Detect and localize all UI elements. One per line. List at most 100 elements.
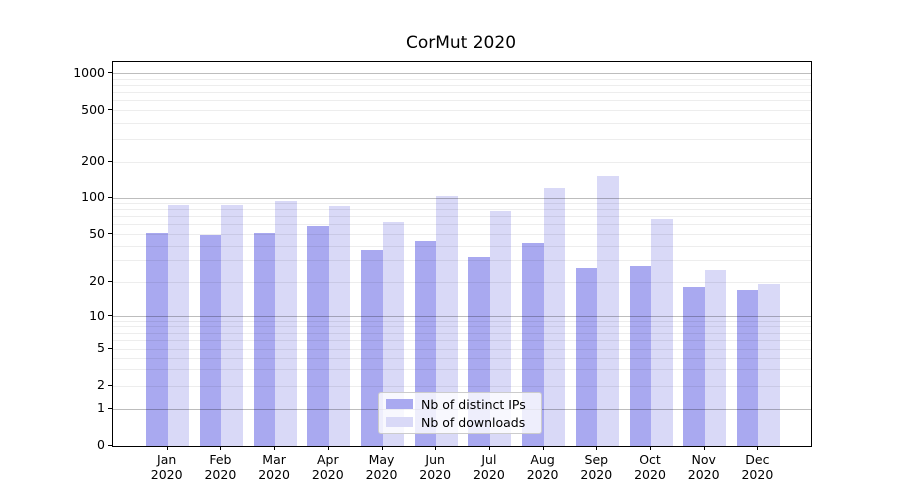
gridline-700 xyxy=(113,92,811,94)
bar-downloads-jun xyxy=(436,196,458,446)
ytick-label-1: 1 xyxy=(97,400,105,415)
gridline-8 xyxy=(113,326,811,328)
xtick-mark-jun xyxy=(435,446,437,450)
gridline-100 xyxy=(113,197,811,199)
gridline-200 xyxy=(113,161,811,163)
bar-distinct-ips-apr xyxy=(307,226,329,446)
gridline-30 xyxy=(113,260,811,262)
ytick-label-5: 5 xyxy=(97,340,105,355)
bar-downloads-aug xyxy=(543,187,566,446)
gridline-9 xyxy=(113,320,811,322)
xtick-label-jun: Jun 2020 xyxy=(419,452,452,482)
bar-distinct-ips-mar xyxy=(253,232,276,446)
gridline-6 xyxy=(113,339,811,341)
gridline-4 xyxy=(113,357,811,359)
gridline-50 xyxy=(113,234,811,235)
ytick-mark-1 xyxy=(108,407,112,409)
ytick-label-0: 0 xyxy=(97,437,105,452)
bar-distinct-ips-oct xyxy=(629,265,651,446)
xtick-mark-apr xyxy=(327,446,329,450)
ytick-label-200: 200 xyxy=(81,153,105,168)
gridline-400 xyxy=(113,122,811,124)
xtick-mark-jul xyxy=(488,446,490,450)
gridline-300 xyxy=(113,138,811,140)
legend-item-downloads: Nb of downloads xyxy=(386,415,534,430)
bar-downloads-oct xyxy=(651,218,673,446)
gridline-500 xyxy=(113,110,811,111)
ytick-mark-1000 xyxy=(108,72,112,73)
xtick-mark-may xyxy=(381,446,383,450)
ytick-label-50: 50 xyxy=(89,225,105,241)
ytick-label-2: 2 xyxy=(97,377,105,392)
bar-downloads-nov xyxy=(704,269,727,446)
gridline-5 xyxy=(113,348,811,350)
legend-item-distinct-ips: Nb of distinct IPs xyxy=(386,397,534,412)
gridline-900 xyxy=(113,78,811,80)
bar-downloads-jul xyxy=(489,210,512,446)
ytick-label-10: 10 xyxy=(89,307,105,323)
ytick-mark-10 xyxy=(108,315,112,316)
ytick-label-500: 500 xyxy=(81,101,105,117)
legend-label-distinct-ips: Nb of distinct IPs xyxy=(421,396,526,412)
gridline-70 xyxy=(113,216,811,218)
ytick-mark-500 xyxy=(108,109,112,110)
xtick-mark-nov xyxy=(703,446,705,450)
chart-title: CorMut 2020 xyxy=(405,33,517,53)
bar-distinct-ips-nov xyxy=(683,286,705,446)
xtick-label-apr: Apr 2020 xyxy=(311,452,344,482)
xtick-label-may: May 2020 xyxy=(365,452,398,482)
ytick-mark-2 xyxy=(108,384,112,386)
bar-downloads-mar xyxy=(275,200,297,446)
bar-downloads-dec xyxy=(758,284,780,446)
bar-downloads-feb xyxy=(221,205,243,446)
xtick-mark-jan xyxy=(166,446,168,450)
xtick-label-oct: Oct 2020 xyxy=(634,452,666,482)
gridline-20 xyxy=(113,281,811,283)
xtick-mark-dec xyxy=(757,446,759,450)
xtick-label-feb: Feb 2020 xyxy=(204,452,237,482)
ytick-label-20: 20 xyxy=(89,273,105,288)
gridline-2 xyxy=(113,385,811,387)
gridline-600 xyxy=(113,100,811,102)
ytick-mark-20 xyxy=(108,280,112,282)
xtick-mark-mar xyxy=(274,446,276,450)
gridline-7 xyxy=(113,332,811,334)
xtick-mark-aug xyxy=(542,446,544,450)
gridline-40 xyxy=(113,245,811,247)
plot-area xyxy=(112,61,812,447)
bar-distinct-ips-feb xyxy=(199,235,222,446)
xtick-label-sep: Sep 2020 xyxy=(580,452,613,482)
gridline-80 xyxy=(113,209,811,211)
bar-downloads-jan xyxy=(167,205,190,446)
gridline-3 xyxy=(113,369,811,371)
bar-downloads-apr xyxy=(328,206,351,446)
xtick-label-aug: Aug 2020 xyxy=(526,452,559,482)
legend-swatch-distinct-ips xyxy=(386,399,413,409)
legend-label-downloads: Nb of downloads xyxy=(421,414,526,430)
xtick-label-jul: Jul 2020 xyxy=(472,452,505,482)
xtick-mark-feb xyxy=(220,446,222,450)
ytick-mark-200 xyxy=(108,160,112,162)
ytick-mark-5 xyxy=(108,347,112,349)
xtick-mark-oct xyxy=(650,446,651,450)
ytick-mark-100 xyxy=(108,196,112,198)
ytick-label-1000: 1000 xyxy=(73,64,105,80)
ytick-mark-50 xyxy=(108,233,112,234)
bar-distinct-ips-jan xyxy=(146,232,168,446)
ytick-label-100: 100 xyxy=(81,189,105,204)
gridline-90 xyxy=(113,203,811,205)
legend-swatch-downloads xyxy=(386,417,413,427)
bar-distinct-ips-dec xyxy=(736,289,759,446)
bar-distinct-ips-sep xyxy=(575,267,598,446)
ytick-mark-0 xyxy=(108,444,112,446)
gridline-1000 xyxy=(113,73,811,74)
bar-downloads-sep xyxy=(597,175,619,446)
bar-downloads-may xyxy=(382,221,404,446)
gridline-800 xyxy=(113,84,811,86)
legend: Nb of distinct IPs Nb of downloads xyxy=(378,392,542,434)
xtick-label-jan: Jan 2020 xyxy=(150,452,183,482)
xtick-label-dec: Dec 2020 xyxy=(741,452,774,482)
xtick-label-nov: Nov 2020 xyxy=(687,452,720,482)
xtick-mark-sep xyxy=(596,446,598,450)
